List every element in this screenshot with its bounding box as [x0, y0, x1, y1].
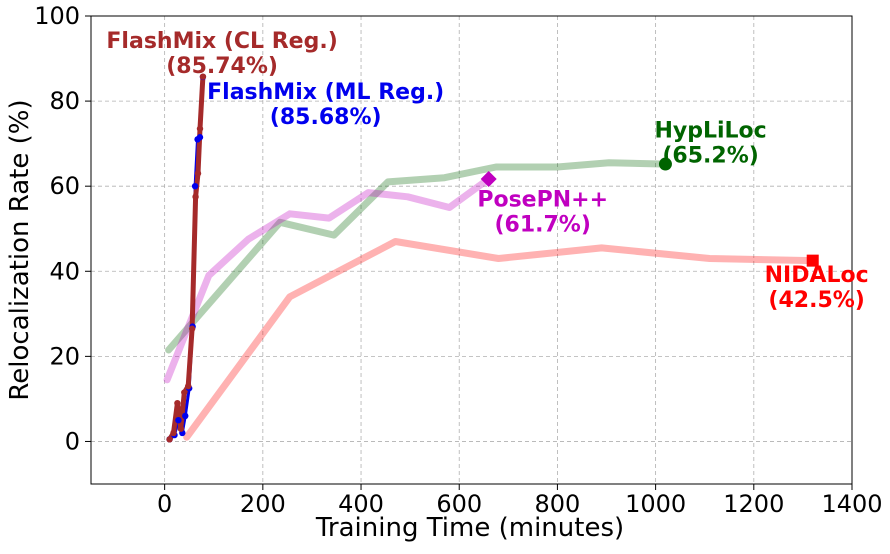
data-point [182, 412, 189, 420]
y-tick-label: 40 [49, 257, 80, 285]
y-tick-label: 0 [65, 427, 80, 455]
x-tick-label: 400 [338, 490, 384, 518]
data-point [196, 134, 204, 141]
data-point [175, 416, 182, 424]
series-line-2 [163, 175, 493, 384]
data-point [185, 382, 192, 390]
series-line-1 [165, 159, 669, 354]
data-point [196, 125, 204, 132]
series-end-marker [480, 170, 497, 187]
x-tick-label: 1000 [625, 490, 686, 518]
annotation-label: FlashMix (ML Reg.) [207, 80, 444, 105]
annotation-label: (42.5%) [768, 288, 864, 313]
x-tick-label: 1200 [723, 490, 784, 518]
x-tick-label: 800 [535, 490, 581, 518]
annotation-label: (85.68%) [270, 105, 382, 130]
data-point [191, 182, 199, 190]
annotation-label: (61.7%) [494, 213, 590, 238]
data-point [166, 436, 173, 443]
y-tick-label: 100 [34, 2, 80, 30]
tick-layer: 0 200 400 600 800 1000 1200 1400 0 20 40 60 80 100 [34, 2, 882, 518]
data-point [177, 425, 185, 432]
y-tick-label: 60 [49, 172, 80, 200]
data-point [170, 429, 177, 437]
plot-frame [90, 15, 853, 485]
series-line-0 [183, 238, 817, 441]
annotation-layer: NIDALoc(42.5%) HypLiLoc(65.2%) PosePN++(61… [106, 29, 868, 313]
data-point [188, 325, 196, 332]
annotation-label: NIDALoc [765, 263, 869, 288]
data-point [194, 170, 202, 177]
data-point [181, 389, 188, 396]
data-point [199, 73, 207, 80]
y-tick-label: 20 [49, 342, 80, 370]
annotation-label: (65.2%) [662, 143, 758, 168]
annotation-label: PosePN++ [477, 188, 608, 213]
data-point [192, 193, 199, 201]
marker-layer [166, 73, 819, 443]
annotation-label: HypLiLoc [654, 118, 766, 143]
series-end-marker [658, 157, 672, 171]
x-tick-label: 0 [157, 490, 172, 518]
y-tick-label: 80 [49, 87, 80, 115]
annotation-label: (85.74%) [166, 54, 278, 79]
data-point [174, 399, 181, 407]
y-axis-label: Relocalization Rate (%) [5, 99, 35, 400]
x-tick-label: 600 [436, 490, 482, 518]
x-tick-label: 200 [240, 490, 286, 518]
annotation-label: FlashMix (CL Reg.) [106, 29, 337, 54]
series-end-marker [806, 254, 819, 267]
x-tick-label: 1400 [821, 490, 882, 518]
x-axis-label: Training Time (minutes) [315, 513, 624, 543]
